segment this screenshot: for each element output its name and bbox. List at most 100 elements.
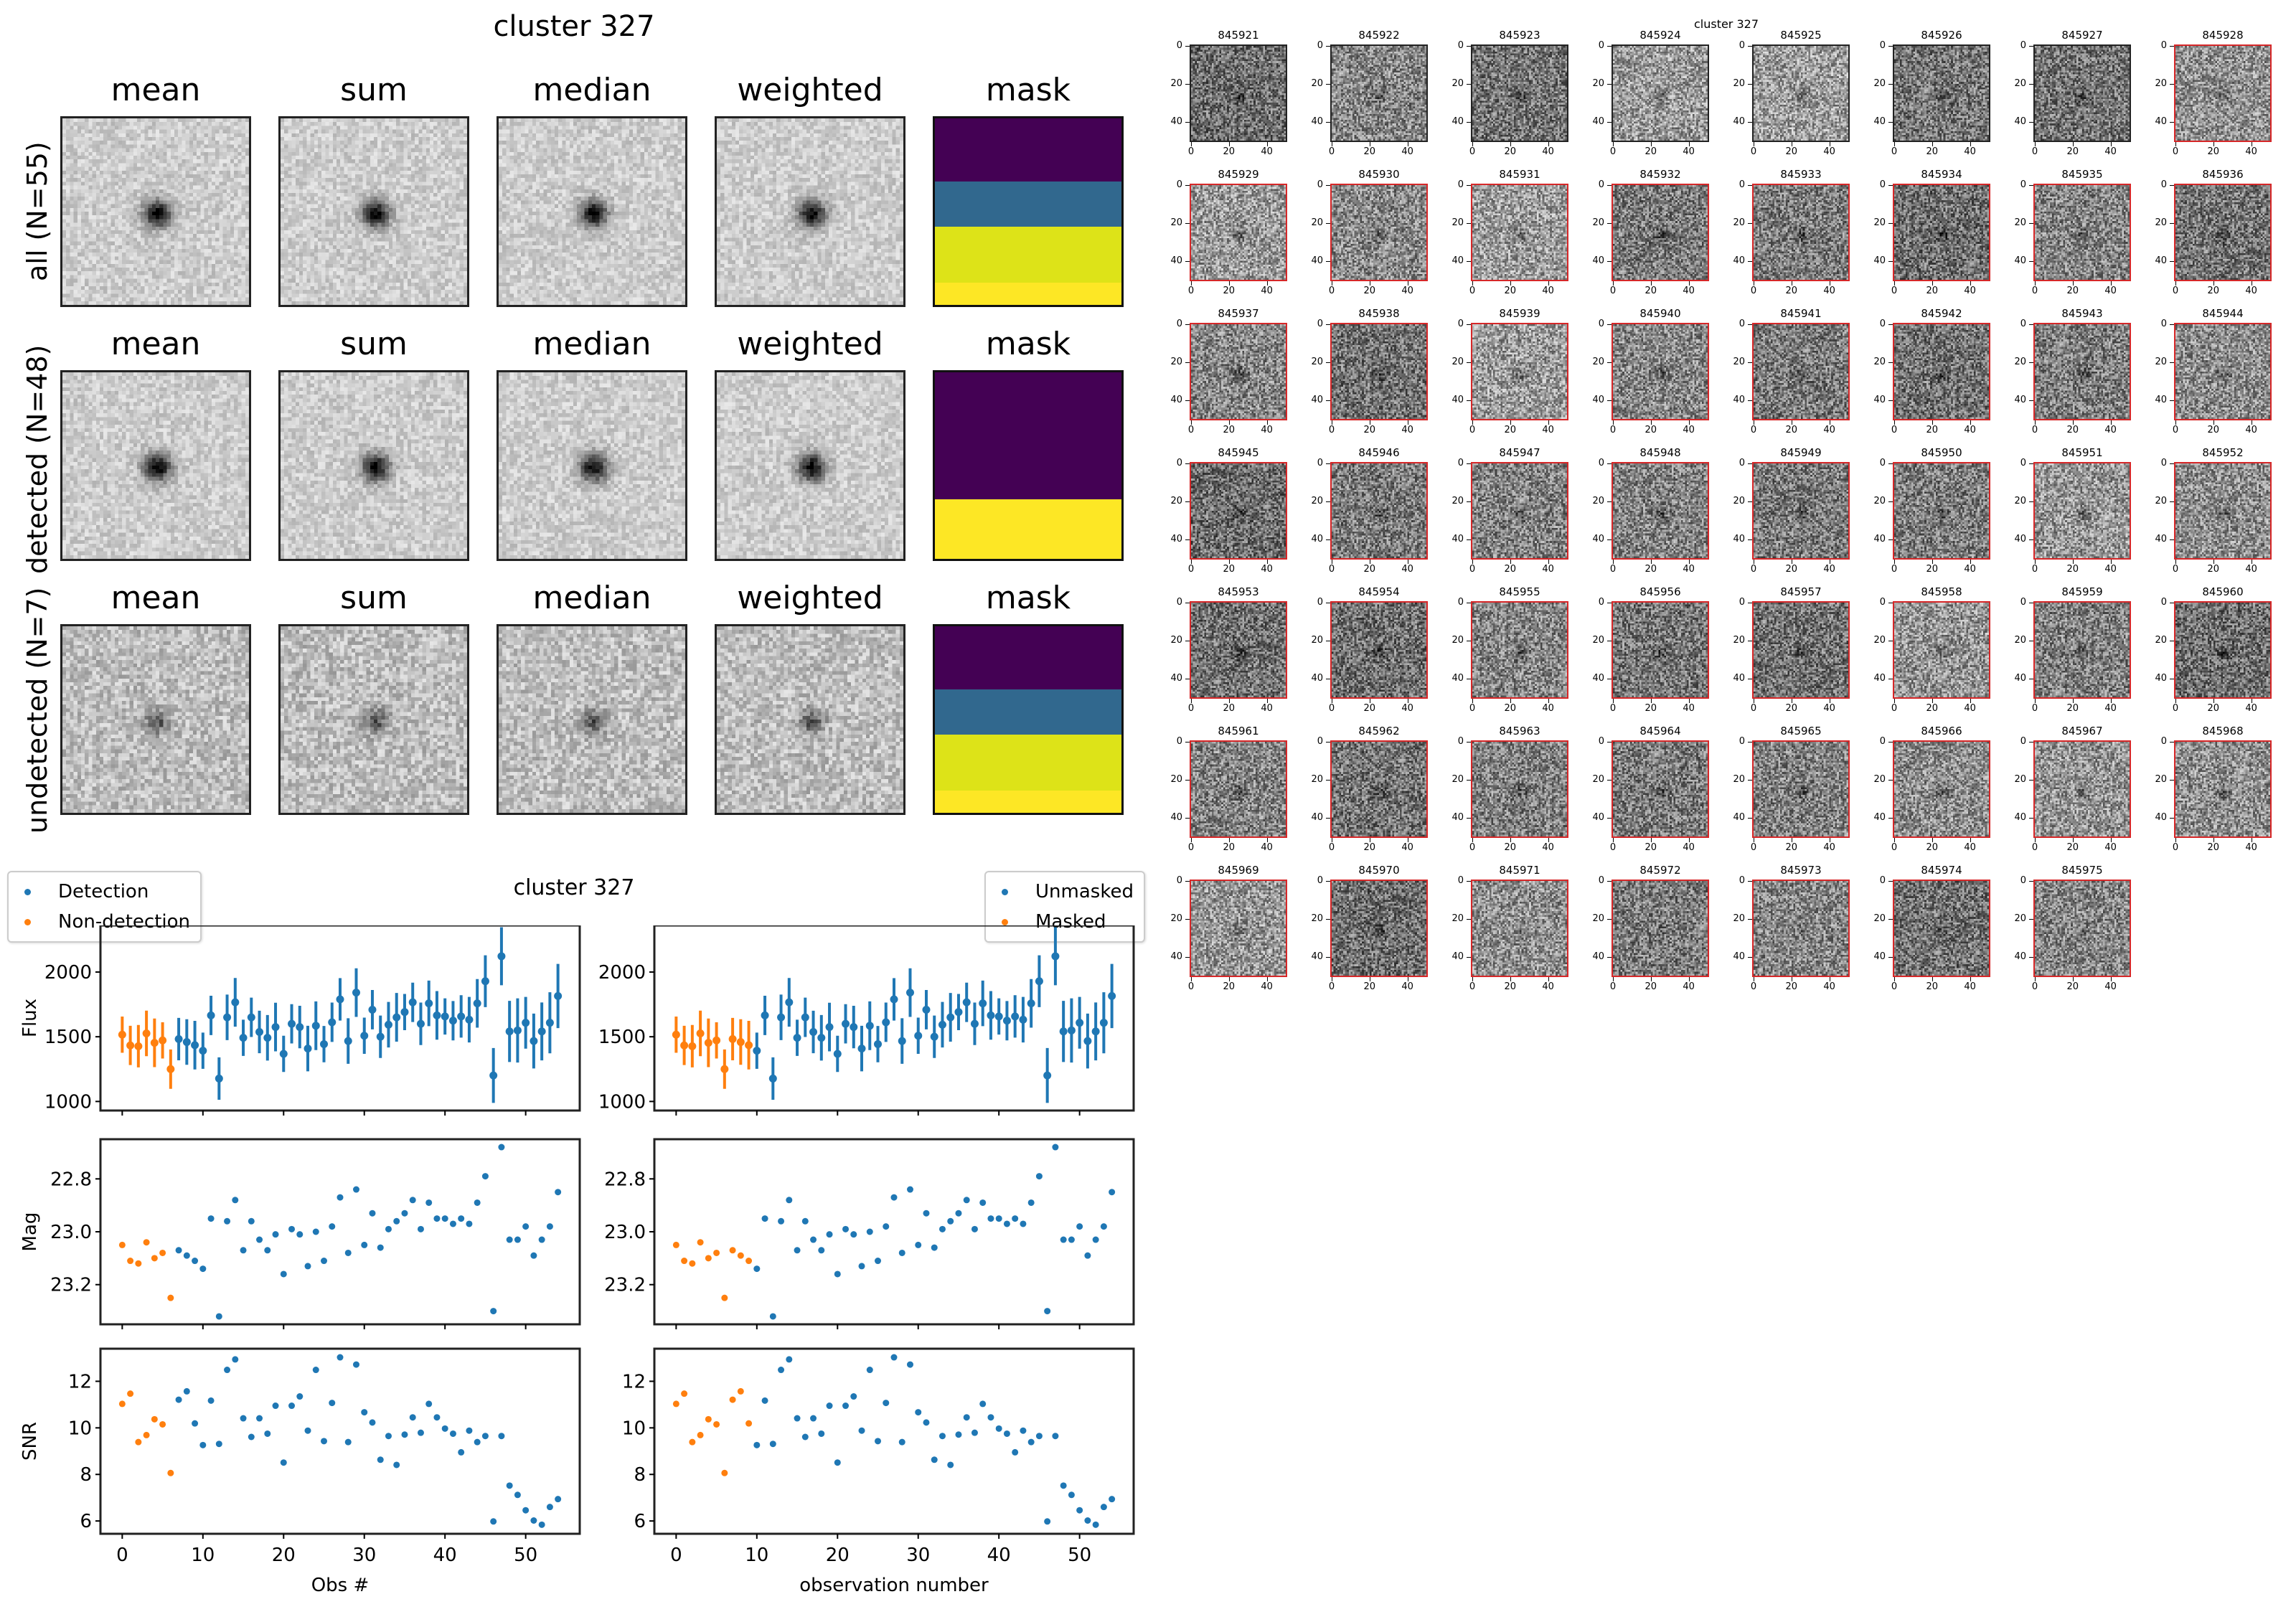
data-point: [979, 1400, 987, 1408]
thumbnail-x-tick-label: 0: [1609, 146, 1617, 157]
thumbnail: 845961 0 0 20 20 40 40: [1164, 725, 1293, 861]
thumbnail-x-tick: [1613, 838, 1614, 842]
thumbnail-y-tick: [2170, 260, 2174, 262]
thumbnail-x-tick-label: 40: [1823, 146, 1835, 157]
thumbnail-y-tick-label: 0: [1739, 179, 1745, 190]
data-point: [875, 1438, 882, 1445]
data-point: [785, 998, 794, 1006]
thumbnail-x-tick-label: 40: [1261, 146, 1273, 157]
thumbnail-x-tick: [2175, 838, 2176, 842]
thumbnail-y-tick-label: 0: [1176, 875, 1182, 886]
stack-column-title: mean: [110, 326, 201, 362]
thumbnail-y-tick: [2029, 539, 2033, 540]
data-point: [922, 1005, 931, 1014]
thumbnail-x-tick-label: 0: [1469, 981, 1476, 992]
thumbnail-image: [1893, 601, 1990, 699]
thumbnail-x-tick: [2110, 420, 2112, 425]
data-point: [183, 1252, 190, 1259]
stack-image-mean: [60, 624, 251, 815]
thumbnail-y-tick-label: 40: [1311, 533, 1323, 544]
thumbnail-title: 845955: [1499, 585, 1540, 598]
thumbnail-x-tick: [2072, 420, 2074, 425]
thumbnail-x-tick: [1650, 142, 1652, 146]
thumbnail-y-tick-label: 20: [1170, 913, 1182, 924]
thumbnail-image: [1752, 462, 1850, 560]
thumbnail-y-tick-label: 0: [1317, 179, 1323, 190]
thumbnail-y-tick-label: 20: [1452, 77, 1464, 89]
thumbnail-y-tick-label: 40: [1733, 116, 1745, 127]
thumbnail-x-tick: [2035, 977, 2036, 981]
data-point: [1068, 1236, 1075, 1243]
thumbnail-x-tick-label: 40: [1683, 286, 1695, 296]
data-point: [769, 1441, 776, 1448]
thumbnail-title: 845965: [1780, 725, 1822, 737]
thumbnail-y-tick-label: 0: [1879, 597, 1886, 608]
data-point: [182, 1038, 191, 1047]
data-point: [728, 1034, 737, 1043]
thumbnail-y-tick-label: 20: [1592, 495, 1604, 506]
thumbnail: 845939 0 0 20 20 40 40: [1445, 307, 1574, 443]
thumbnail-y-tick-label: 0: [1739, 40, 1745, 51]
legend-unmasked-label: Unmasked: [1035, 881, 1134, 902]
thumbnail-y-tick: [1185, 918, 1190, 920]
data-point: [850, 1023, 858, 1032]
masked-marker-icon: [1002, 918, 1008, 925]
data-point: [817, 1034, 826, 1042]
thumbnail-x-tick-label: 0: [1187, 564, 1195, 575]
thumbnail-title: 845944: [2202, 307, 2244, 320]
mask-band: [935, 499, 1121, 559]
thumbnail-y-tick: [1748, 222, 1752, 224]
thumbnail-image: [2174, 462, 2272, 560]
thumbnail-x-tick-label: 0: [1187, 146, 1195, 157]
data-point: [118, 1400, 126, 1408]
data-point: [118, 1241, 126, 1248]
data-point: [224, 1217, 231, 1225]
thumbnail-x-tick-label: 20: [1363, 842, 1376, 853]
thumbnail-y-tick-label: 40: [2014, 672, 2026, 684]
thumbnail-x-tick-label: 20: [1785, 564, 1798, 575]
data-point: [248, 1433, 255, 1441]
thumbnail-y-tick-label: 20: [2014, 217, 2026, 228]
thumbnail: 845926 0 0 20 20 40 40: [1867, 29, 1996, 165]
thumbnail-y-tick-label: 40: [1311, 811, 1323, 823]
thumbnail-y-tick-label: 40: [2014, 951, 2026, 962]
thumbnail-y-tick: [2029, 918, 2033, 920]
thumbnail-y-tick: [1888, 362, 1893, 363]
thumbnail-image: [1893, 44, 1990, 142]
thumbnail-x-tick-label: 20: [1504, 425, 1517, 435]
thumbnail-x-tick-label: 0: [1328, 286, 1335, 296]
thumbnail-title: 845938: [1358, 307, 1400, 320]
thumbnail: 845928 0 0 20 20 40 40: [2148, 29, 2277, 165]
data-point: [247, 1013, 255, 1022]
data-point: [135, 1260, 142, 1267]
thumbnail-y-tick-label: 0: [2160, 319, 2167, 329]
data-point: [769, 1313, 776, 1320]
thumbnail-x-tick: [1228, 977, 1230, 981]
thumbnail: 845959 0 0 20 20 40 40: [2008, 585, 2137, 722]
data-point: [159, 1036, 167, 1045]
data-point: [995, 1425, 1002, 1432]
thumbnail-title: 845943: [2061, 307, 2103, 320]
data-point: [337, 1354, 344, 1361]
thumbnail-x-tick-label: 0: [1750, 981, 1757, 992]
thumbnail-y-tick-label: 20: [1311, 495, 1323, 506]
data-point: [376, 1032, 385, 1041]
thumbnail-y-tick-label: 40: [1592, 672, 1604, 684]
thumbnail-x-tick: [1266, 281, 1268, 286]
thumbnail-image: [1752, 44, 1850, 142]
thumbnail-x-tick-label: 0: [2172, 146, 2179, 157]
thumbnail-y-tick-label: 0: [2020, 458, 2026, 468]
thumbnail-x-tick-label: 0: [1187, 842, 1195, 853]
thumbnail-y-tick: [1607, 83, 1612, 85]
thumbnail-y-tick-label: 40: [2155, 255, 2167, 266]
thumbnail-x-tick-label: 20: [2066, 286, 2079, 296]
x-axis-label: observation number: [799, 1575, 989, 1596]
thumbnail-x-tick: [1548, 420, 1549, 425]
thumbnail-x-tick: [1510, 699, 1511, 703]
thumbnail-y-tick: [1607, 817, 1612, 819]
data-point: [777, 1013, 786, 1022]
thumbnail-y-tick: [1888, 881, 1893, 882]
data-point: [1108, 991, 1116, 1000]
thumbnail-y-tick-label: 0: [2160, 40, 2167, 51]
thumbnail-x-tick: [1228, 281, 1230, 286]
